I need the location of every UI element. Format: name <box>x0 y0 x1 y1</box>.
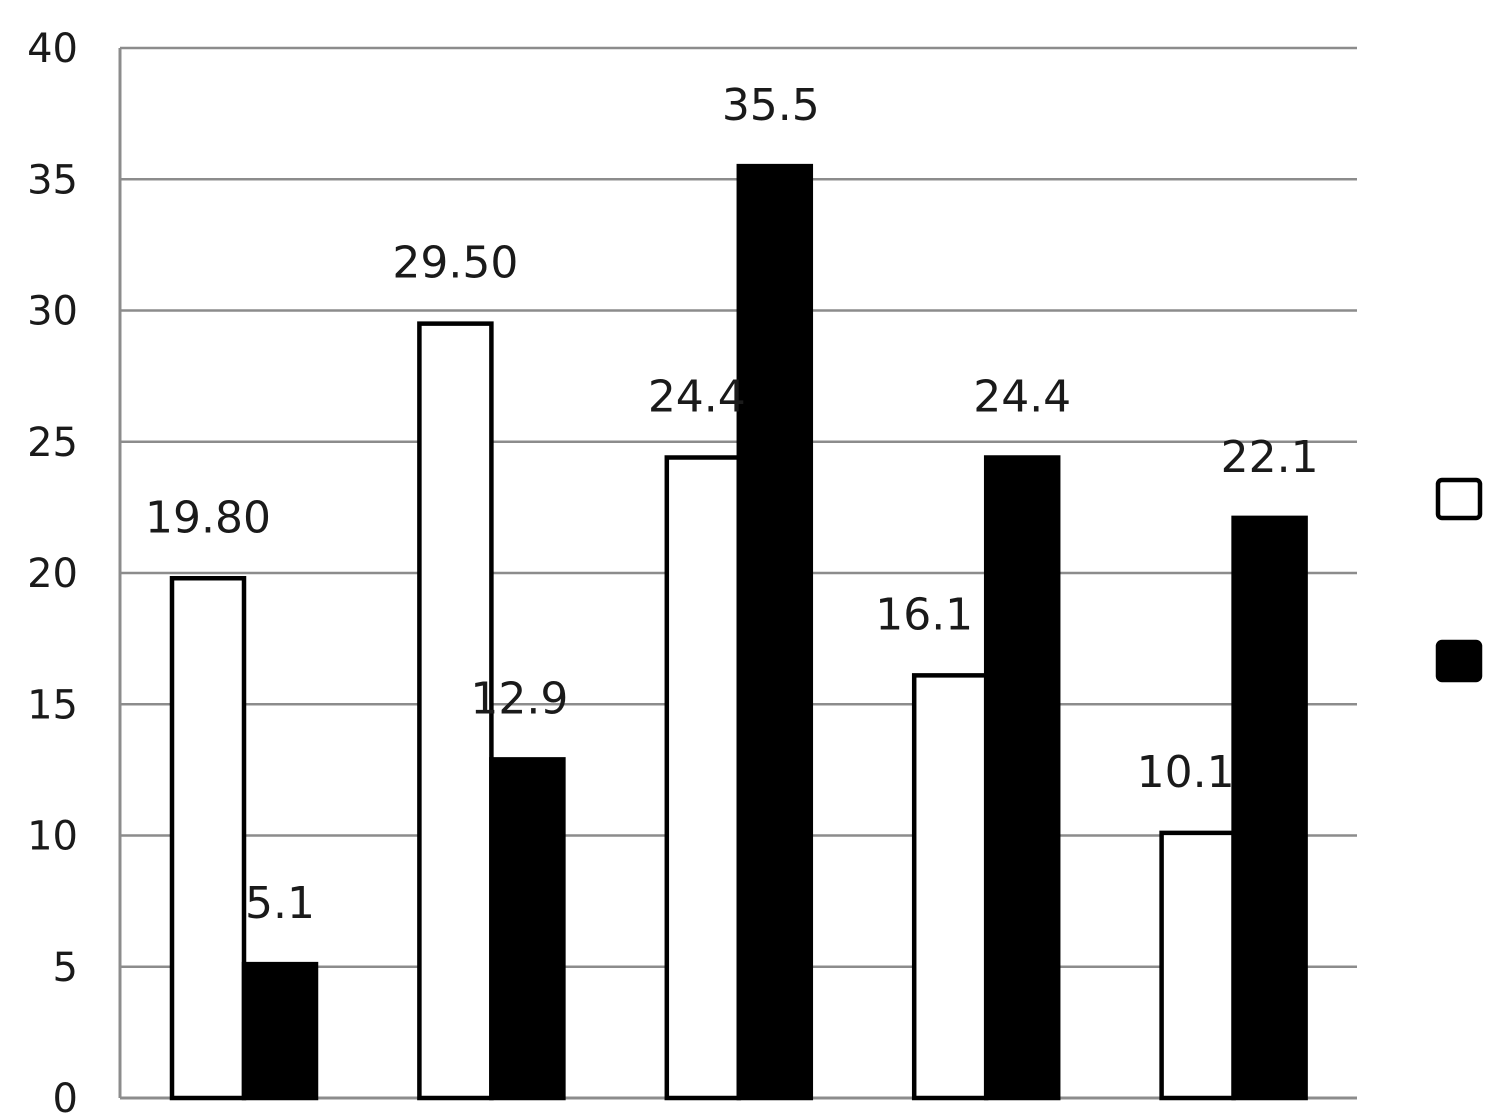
bar-series-b-4 <box>983 455 1061 1101</box>
y-tick-label: 5 <box>53 945 78 991</box>
y-tick-label: 35 <box>27 157 78 203</box>
bar-series-b-2 <box>489 757 566 1101</box>
legend-swatch-series-b <box>1435 639 1483 683</box>
data-label-series-b-2: 12.9 <box>470 673 568 724</box>
bar-series-a-4 <box>911 673 989 1101</box>
data-labels: 19.80 29.50 24.4 16.1 10.1 5.1 12.9 35.5 24.4 22.… <box>145 80 1319 929</box>
y-tick-label: 20 <box>27 551 78 597</box>
bar-series-a-5 <box>1159 830 1236 1101</box>
bar-series-b-1 <box>241 961 319 1101</box>
bar-series-b-5 <box>1231 515 1308 1101</box>
y-tick-label: 0 <box>53 1076 78 1119</box>
y-tick-label: 30 <box>27 289 78 335</box>
y-tick-label: 25 <box>27 420 78 466</box>
data-label-series-a-4: 16.1 <box>875 589 973 640</box>
legend-swatch-series-a <box>1435 477 1483 521</box>
y-tick-label: 40 <box>27 26 78 72</box>
data-label-series-a-2: 29.50 <box>392 238 518 289</box>
y-tick-label: 10 <box>27 814 78 860</box>
bar-series-a-3 <box>664 455 742 1101</box>
bars <box>169 163 1308 1101</box>
data-label-series-b-3: 35.5 <box>722 80 820 131</box>
data-label-series-b-5: 22.1 <box>1221 432 1319 483</box>
bar-series-a-2 <box>417 321 494 1101</box>
data-label-series-a-3: 24.4 <box>648 372 746 423</box>
bar-series-b-3 <box>736 163 814 1101</box>
data-label-series-a-5: 10.1 <box>1137 747 1235 798</box>
y-tick-labels: 0 5 10 15 20 25 30 35 40 <box>27 26 78 1119</box>
legend <box>1435 477 1483 683</box>
data-label-series-b-1: 5.1 <box>245 878 315 929</box>
data-label-series-b-4: 24.4 <box>973 372 1071 423</box>
y-tick-label: 15 <box>27 682 78 728</box>
data-label-series-a-1: 19.80 <box>145 492 271 543</box>
bar-series-a-1 <box>169 576 247 1101</box>
